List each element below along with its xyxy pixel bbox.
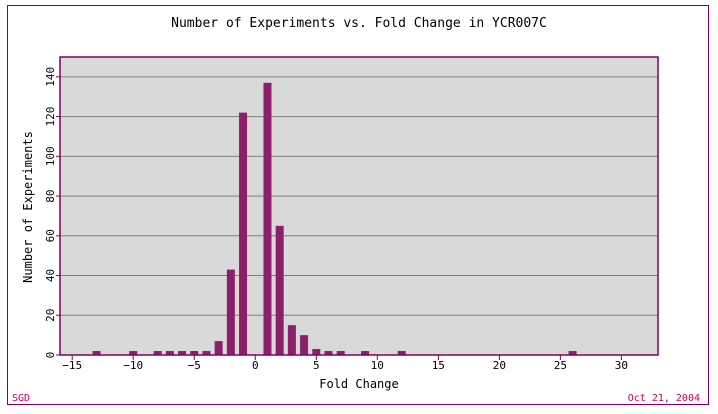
bar xyxy=(178,351,187,355)
bar xyxy=(275,225,284,355)
source-label: SGD xyxy=(12,393,31,404)
chart-title: Number of Experiments vs. Fold Change in… xyxy=(171,16,547,31)
y-tick-label: 40 xyxy=(44,269,57,282)
bar xyxy=(361,351,370,355)
x-tick-label: 5 xyxy=(313,359,320,372)
x-tick-label: 10 xyxy=(371,359,384,372)
x-tick-label: 30 xyxy=(615,359,628,372)
y-tick-label: 20 xyxy=(44,309,57,322)
x-tick-label: −5 xyxy=(188,359,201,372)
y-tick-label: 60 xyxy=(44,229,57,242)
bar xyxy=(190,351,199,355)
bar xyxy=(300,335,309,355)
x-tick-label: 15 xyxy=(432,359,445,372)
y-tick-label: 120 xyxy=(44,107,57,127)
bar xyxy=(287,325,296,355)
bar xyxy=(397,351,406,355)
bar xyxy=(129,351,138,355)
x-tick-label: −15 xyxy=(62,359,82,372)
date-label: Oct 21, 2004 xyxy=(627,393,700,404)
y-tick-label: 80 xyxy=(44,189,57,202)
y-tick-label: 140 xyxy=(44,67,57,87)
bar xyxy=(202,351,211,355)
bar xyxy=(92,351,101,355)
bar xyxy=(239,112,248,355)
plot-area xyxy=(60,57,658,355)
y-tick-label: 100 xyxy=(44,146,57,166)
x-tick-label: 25 xyxy=(554,359,567,372)
x-tick-label: 20 xyxy=(493,359,506,372)
bar xyxy=(214,341,223,355)
plot-border xyxy=(59,56,659,356)
bar xyxy=(165,351,174,355)
x-tick-label: 0 xyxy=(252,359,259,372)
bar xyxy=(263,82,272,356)
bar xyxy=(336,351,345,355)
bar xyxy=(312,349,321,355)
x-axis-label: Fold Change xyxy=(319,377,399,391)
bar xyxy=(153,351,162,355)
bar xyxy=(226,269,235,355)
bar xyxy=(568,351,577,355)
bar xyxy=(324,351,333,355)
x-tick-label: −10 xyxy=(123,359,143,372)
y-tick-label: 0 xyxy=(44,352,57,359)
